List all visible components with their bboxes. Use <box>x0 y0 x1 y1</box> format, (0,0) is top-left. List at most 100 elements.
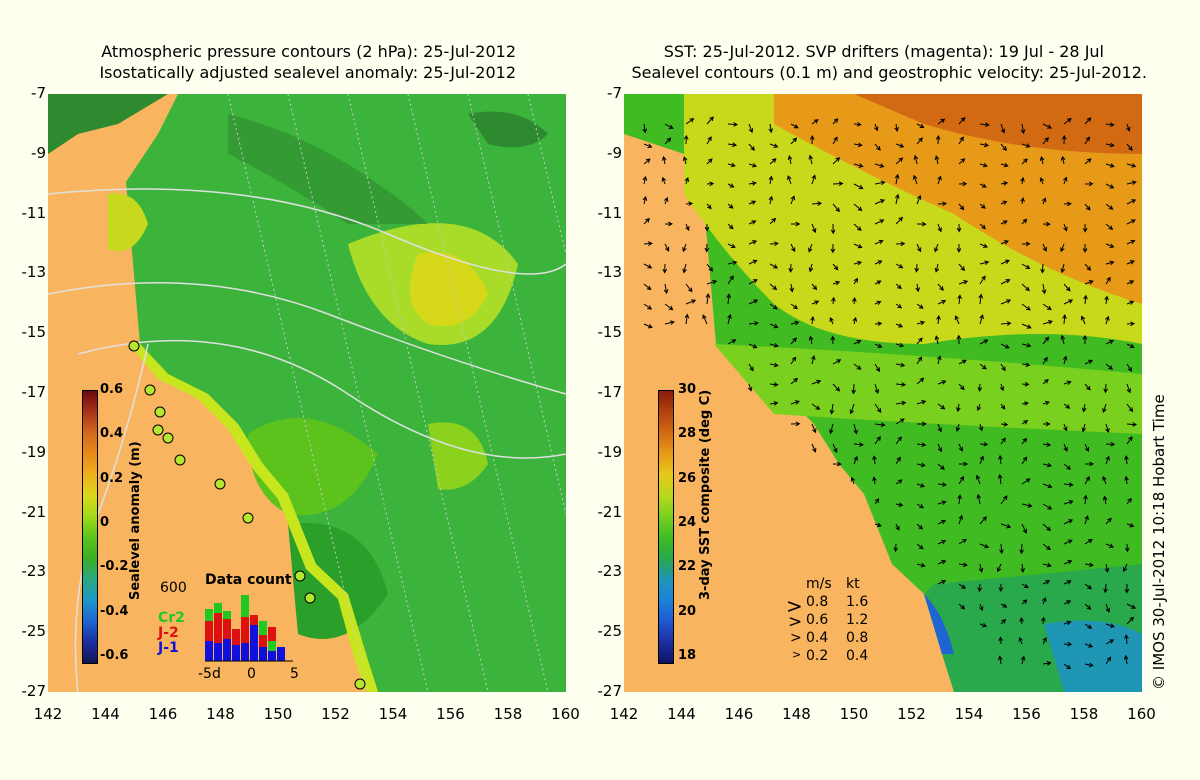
velocity-arrow <box>1019 616 1024 625</box>
velocity-arrow <box>748 181 757 186</box>
velocity-arrow <box>937 380 947 385</box>
velocity-arrow <box>1020 123 1026 135</box>
velocity-arrow <box>977 583 983 593</box>
velocity-arrow <box>1105 276 1111 285</box>
velocity-arrow <box>979 243 989 248</box>
velocity-arrow <box>936 315 941 325</box>
velocity-arrow <box>1061 134 1067 145</box>
lat-tick-label: -25 <box>21 622 47 641</box>
lat-tick-label: -17 <box>597 383 623 401</box>
altimeter-track <box>287 94 429 692</box>
velocity-arrow <box>790 137 798 145</box>
velocity-arrow <box>874 403 882 413</box>
velocity-arrow <box>1104 563 1110 573</box>
velocity-arrow <box>895 216 904 225</box>
velocity-arrow <box>643 241 653 246</box>
velocity-arrow <box>874 363 881 373</box>
velocity-arrow <box>748 320 759 326</box>
velocity-arrow <box>958 514 964 525</box>
velocity-arrow <box>1105 183 1115 189</box>
altimeter-track <box>347 94 489 692</box>
speed-legend-arrow-icon: > <box>790 630 802 646</box>
velocity-arrow <box>874 280 882 285</box>
velocity-arrow <box>682 263 687 274</box>
velocity-arrow <box>1042 378 1049 385</box>
velocity-arrow <box>998 583 1004 593</box>
colorbar-tick-label: 24 <box>678 515 697 530</box>
velocity-arrow <box>1042 320 1054 325</box>
colorbar-tick-label: 30 <box>678 382 697 397</box>
velocity-arrow <box>790 123 799 129</box>
velocity-arrow <box>895 479 903 485</box>
velocity-arrow <box>1041 283 1047 295</box>
velocity-arrow <box>1084 383 1091 391</box>
velocity-arrow <box>769 401 779 406</box>
right-title-line2: Sealevel contours (0.1 m) and geostrophi… <box>631 63 1147 82</box>
velocity-arrow <box>937 559 947 565</box>
velocity-arrow <box>853 442 864 447</box>
velocity-arrow <box>895 241 906 247</box>
velocity-arrow <box>811 283 818 291</box>
colorbar-tick-label: 0.6 <box>100 382 124 397</box>
velocity-arrow <box>1063 118 1072 125</box>
data-count-series-cr2: Cr2 <box>158 610 185 626</box>
lat-tick-label: -17 <box>21 383 47 401</box>
velocity-arrow <box>832 443 838 453</box>
velocity-arrow <box>769 303 778 310</box>
velocity-arrow <box>684 176 690 185</box>
velocity-arrow <box>1063 641 1073 647</box>
velocity-arrow <box>997 655 1003 665</box>
velocity-arrow <box>682 243 687 253</box>
velocity-arrow <box>1126 239 1136 245</box>
velocity-arrow <box>706 203 712 210</box>
lat-tick-label: -7 <box>31 84 46 102</box>
velocity-arrow <box>1063 176 1068 185</box>
velocity-arrow <box>1084 203 1091 211</box>
velocity-arrow <box>1060 334 1066 345</box>
velocity-arrow <box>769 241 779 247</box>
velocity-arrow <box>935 134 941 145</box>
lat-tick-label: -19 <box>21 442 47 461</box>
velocity-arrow <box>1062 314 1067 325</box>
velocity-arrow <box>956 223 962 233</box>
sst-map[interactable] <box>624 94 1142 692</box>
velocity-arrow <box>874 498 880 505</box>
data-count-series-j2: J-2 <box>158 625 179 641</box>
velocity-arrow <box>872 476 877 485</box>
velocity-arrow <box>663 283 669 295</box>
velocity-arrow <box>769 362 779 368</box>
velocity-arrow <box>874 435 881 445</box>
velocity-arrow <box>1063 620 1072 626</box>
velocity-arrow <box>916 421 927 427</box>
velocity-arrow <box>1126 403 1134 413</box>
sst-cold-patch <box>1044 620 1142 692</box>
sealevel-map[interactable] <box>48 94 566 692</box>
lat-tick-label: -11 <box>21 203 47 222</box>
velocity-arrow <box>853 121 862 127</box>
velocity-arrow <box>895 436 902 445</box>
velocity-arrow <box>1021 583 1029 589</box>
velocity-arrow <box>1021 523 1028 534</box>
velocity-arrow <box>832 359 842 365</box>
velocity-arrow <box>853 223 862 232</box>
velocity-arrow <box>1126 497 1132 505</box>
velocity-arrow <box>916 320 926 326</box>
velocity-arrow <box>685 299 697 305</box>
velocity-arrow <box>958 562 968 568</box>
velocity-arrow <box>1000 143 1007 151</box>
velocity-arrow <box>1105 142 1115 148</box>
velocity-arrow <box>958 158 966 165</box>
velocity-arrow <box>643 143 653 148</box>
velocity-arrow <box>1042 503 1053 510</box>
lat-tick-label: -13 <box>21 263 47 282</box>
velocity-arrow <box>769 283 778 291</box>
velocity-arrow <box>957 294 962 305</box>
velocity-arrow <box>916 483 926 488</box>
velocity-arrow <box>1021 420 1029 425</box>
velocity-arrow <box>874 199 885 205</box>
velocity-arrow <box>1021 437 1027 445</box>
velocity-arrow <box>662 263 668 274</box>
velocity-arrow <box>831 296 836 305</box>
velocity-arrow <box>1103 383 1109 394</box>
colorbar-tick-label: 0.4 <box>100 426 124 442</box>
